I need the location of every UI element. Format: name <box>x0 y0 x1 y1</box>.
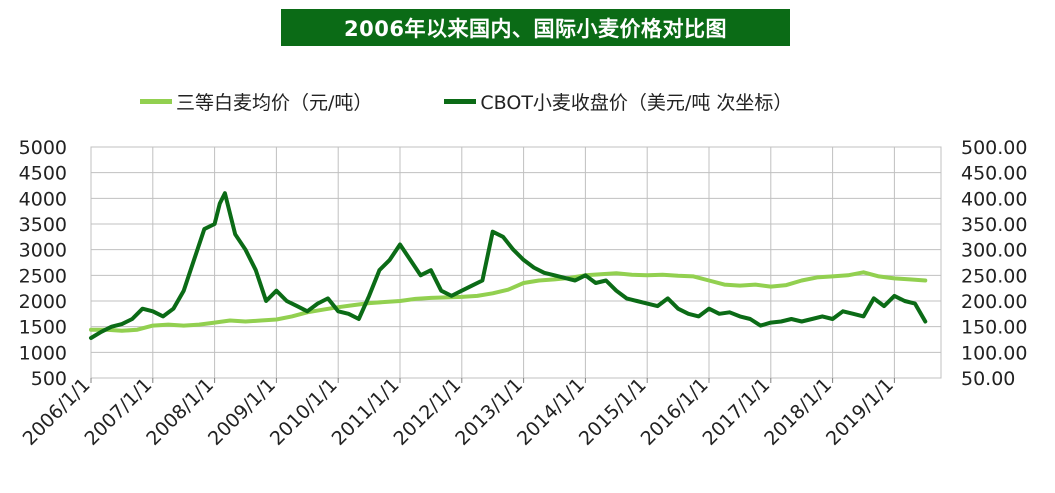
x-tick-label: 2008/1/1 <box>142 374 218 450</box>
y-left-tick-label: 2000 <box>19 291 67 313</box>
legend-item-cbot: CBOT小麦收盘价（美元/吨 次坐标） <box>444 88 792 115</box>
x-tick-label: 2012/1/1 <box>389 374 465 450</box>
x-tick-label: 2018/1/1 <box>760 374 836 450</box>
y-left-tick-label: 3500 <box>19 214 67 236</box>
y-left-tick-label: 3000 <box>19 240 67 262</box>
series-line-cbot-price <box>89 191 928 340</box>
x-tick-label: 2009/1/1 <box>204 374 280 450</box>
x-tick-label: 2010/1/1 <box>266 374 342 450</box>
y-left-tick-label: 500 <box>31 368 67 390</box>
legend-label-cbot: CBOT小麦收盘价（美元/吨 次坐标） <box>480 91 793 114</box>
x-tick-label: 2017/1/1 <box>698 374 774 450</box>
y-right-tick-label: 200.00 <box>961 291 1027 313</box>
y-right-tick-label: 500.00 <box>961 137 1027 159</box>
y-left-tick-label: 5000 <box>19 137 67 159</box>
legend-item-domestic: 三等白麦均价（元/吨） <box>140 88 372 115</box>
legend-swatch-domestic <box>140 98 172 104</box>
y-left-tick-label: 4500 <box>19 163 67 185</box>
chart-title: 2006年以来国内、国际小麦价格对比图 <box>281 9 790 46</box>
legend-label-domestic: 三等白麦均价（元/吨） <box>176 91 373 114</box>
x-tick-label: 2016/1/1 <box>637 374 713 450</box>
x-tick-label: 2014/1/1 <box>513 374 589 450</box>
y-right-tick-label: 450.00 <box>961 163 1027 185</box>
x-tick-label: 2015/1/1 <box>575 374 651 450</box>
legend-swatch-cbot <box>444 98 477 104</box>
y-left-tick-label: 4000 <box>19 188 67 210</box>
x-tick-label: 2013/1/1 <box>451 374 527 450</box>
series-line-domestic-price <box>89 270 928 333</box>
x-tick-label: 2019/1/1 <box>822 374 898 450</box>
y-right-tick-label: 100.00 <box>961 342 1027 364</box>
y-right-tick-label: 350.00 <box>961 214 1027 236</box>
plot-area <box>90 146 942 379</box>
y-left-tick-label: 1000 <box>19 342 67 364</box>
legend: 三等白麦均价（元/吨） CBOT小麦收盘价（美元/吨 次坐标） <box>140 88 864 114</box>
y-right-tick-label: 50.00 <box>961 368 1015 390</box>
y-right-tick-label: 150.00 <box>961 317 1027 339</box>
x-tick-label: 2007/1/1 <box>80 374 156 450</box>
x-tick-label: 2011/1/1 <box>328 374 404 450</box>
y-right-tick-label: 300.00 <box>961 240 1027 262</box>
y-right-tick-label: 400.00 <box>961 188 1027 210</box>
y-left-tick-label: 1500 <box>19 317 67 339</box>
y-left-tick-label: 2500 <box>19 265 67 287</box>
y-right-tick-label: 250.00 <box>961 265 1027 287</box>
